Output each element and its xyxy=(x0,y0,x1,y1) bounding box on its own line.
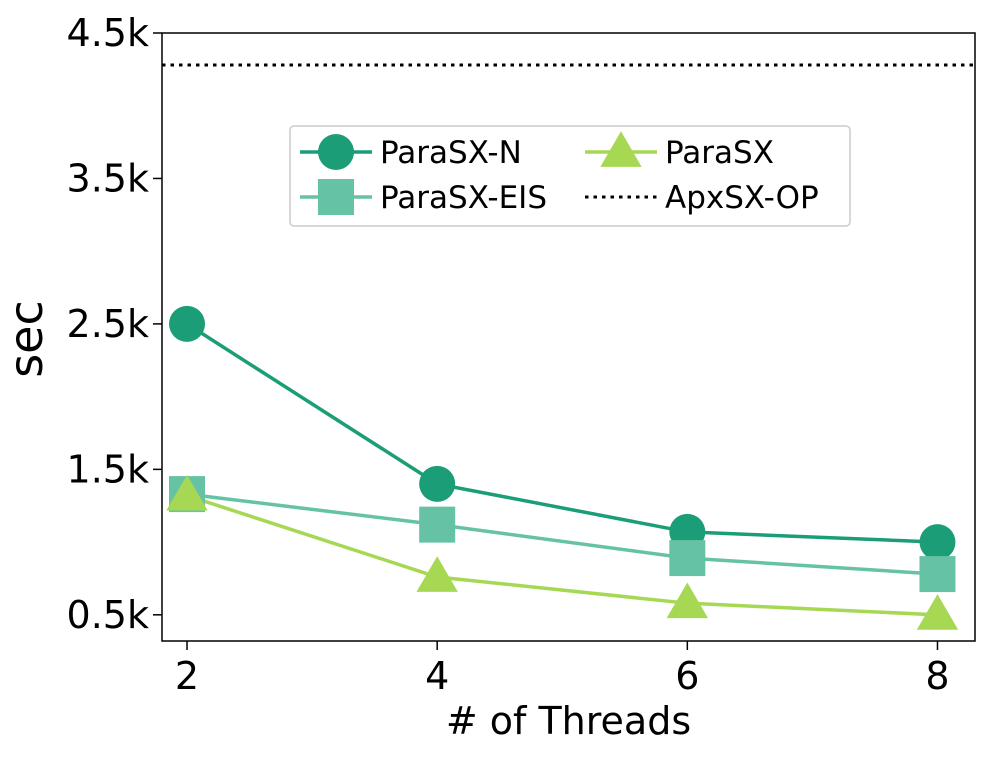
data-point xyxy=(419,506,456,543)
x-tick-label: 4 xyxy=(425,654,449,698)
legend-marker xyxy=(318,134,354,170)
legend-marker xyxy=(318,179,354,215)
legend-label: ParaSX-EIS xyxy=(380,180,547,216)
y-tick-label: 0.5k xyxy=(67,593,149,637)
series-line xyxy=(186,322,938,544)
x-axis: 2 4 6 8 xyxy=(175,641,950,698)
legend-label: ParaSX xyxy=(665,135,774,171)
legend-box xyxy=(289,125,851,227)
data-point xyxy=(419,465,456,502)
y-tick-label: 2.5k xyxy=(67,302,149,346)
y-tick-label: 3.5k xyxy=(67,156,149,200)
y-axis-title: sec xyxy=(0,300,53,378)
data-point xyxy=(669,540,706,577)
plot-frame xyxy=(161,32,976,642)
series-line xyxy=(186,493,938,617)
legend: ParaSX-N ParaSX ParaSX-EIS ApxSX-OP xyxy=(289,125,851,227)
data-point xyxy=(416,556,458,592)
plot-marks xyxy=(162,63,975,630)
y-axis: 0.5k 1.5k 2.5k 3.5k 4.5k xyxy=(67,11,162,637)
data-point xyxy=(916,594,959,630)
data-point xyxy=(666,582,709,619)
data-point xyxy=(919,556,956,593)
y-tick-label: 1.5k xyxy=(67,447,149,491)
data-point xyxy=(169,305,206,342)
legend-label: ApxSX-OP xyxy=(665,180,819,216)
x-tick-label: 6 xyxy=(675,654,699,698)
data-point xyxy=(166,474,208,511)
x-axis-title: # of Threads xyxy=(446,699,691,743)
legend-marker xyxy=(600,131,642,167)
legend-label: ParaSX-N xyxy=(380,135,522,171)
x-tick-label: 8 xyxy=(925,654,949,698)
data-point xyxy=(919,524,956,561)
x-tick-label: 2 xyxy=(175,654,199,698)
y-tick-label: 4.5k xyxy=(67,11,149,55)
series-line xyxy=(186,492,938,576)
